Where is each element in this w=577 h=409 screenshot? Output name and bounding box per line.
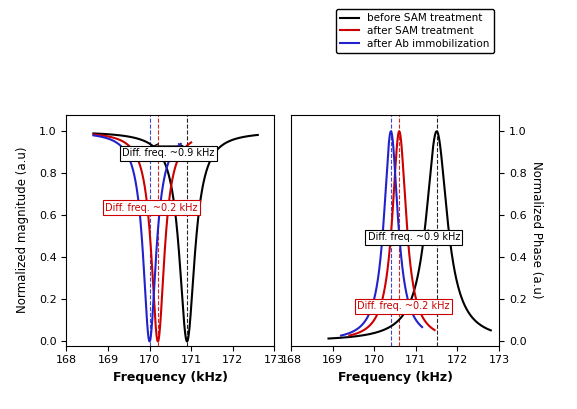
Text: Diff. freq. ~0.9 kHz: Diff. freq. ~0.9 kHz	[122, 148, 215, 158]
Y-axis label: Normalized Phase (a.u): Normalized Phase (a.u)	[530, 161, 543, 299]
Text: Diff. freq. ~0.9 kHz: Diff. freq. ~0.9 kHz	[368, 232, 460, 242]
Text: Diff. freq. ~0.2 kHz: Diff. freq. ~0.2 kHz	[106, 203, 198, 213]
X-axis label: Frequency (kHz): Frequency (kHz)	[113, 371, 228, 384]
X-axis label: Frequency (kHz): Frequency (kHz)	[338, 371, 452, 384]
Text: Diff. freq. ~0.2 kHz: Diff. freq. ~0.2 kHz	[357, 301, 449, 312]
Y-axis label: Normalized magnitude (a.u): Normalized magnitude (a.u)	[16, 147, 29, 313]
Legend: before SAM treatment, after SAM treatment, after Ab immobilization: before SAM treatment, after SAM treatmen…	[336, 9, 494, 53]
